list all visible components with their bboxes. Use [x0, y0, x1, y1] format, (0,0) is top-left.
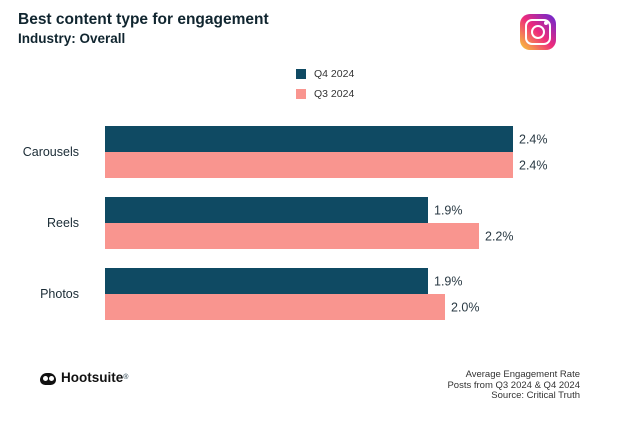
- hootsuite-logo: Hootsuite ®: [40, 370, 128, 385]
- chart-subtitle: Industry: Overall: [18, 31, 126, 46]
- footer-note-period: Posts from Q3 2024 & Q4 2024: [447, 379, 580, 391]
- brand-name: Hootsuite: [61, 370, 124, 385]
- bar-photos-q3-2024: [105, 294, 445, 320]
- value-label-reels-q3-2024: 2.2%: [485, 230, 514, 244]
- category-label-photos: Photos: [40, 287, 79, 301]
- legend: Q4 2024 Q3 2024: [296, 64, 354, 104]
- legend-swatch-q3: [296, 89, 306, 99]
- value-label-photos-q4-2024: 1.9%: [434, 275, 463, 289]
- bar-carousels-q4-2024: [105, 126, 513, 152]
- value-label-photos-q3-2024: 2.0%: [451, 301, 480, 315]
- legend-label-q4: Q4 2024: [314, 68, 355, 80]
- category-label-carousels: Carousels: [23, 145, 79, 159]
- footer-notes: Average Engagement Rate Posts from Q3 20…: [447, 369, 580, 402]
- value-label-reels-q4-2024: 1.9%: [434, 204, 463, 218]
- bar-carousels-q3-2024: [105, 152, 513, 178]
- value-label-carousels-q3-2024: 2.4%: [519, 159, 548, 173]
- legend-label-q3: Q3 2024: [314, 88, 355, 100]
- legend-swatch-q4: [296, 69, 306, 79]
- value-label-carousels-q4-2024: 2.4%: [519, 133, 548, 147]
- trademark: ®: [123, 374, 129, 381]
- bar-photos-q4-2024: [105, 268, 428, 294]
- chart-title: Best content type for engagement: [18, 11, 269, 28]
- bar-reels-q3-2024: [105, 223, 479, 249]
- category-label-reels: Reels: [47, 216, 79, 230]
- legend-item-q4: Q4 2024: [296, 64, 354, 84]
- footer-note-source: Source: Critical Truth: [491, 390, 580, 401]
- owl-icon: [40, 371, 56, 385]
- footer-note-metric: Average Engagement Rate: [465, 369, 580, 380]
- bar-reels-q4-2024: [105, 197, 428, 223]
- legend-item-q3: Q3 2024: [296, 84, 354, 104]
- instagram-icon: [520, 14, 556, 50]
